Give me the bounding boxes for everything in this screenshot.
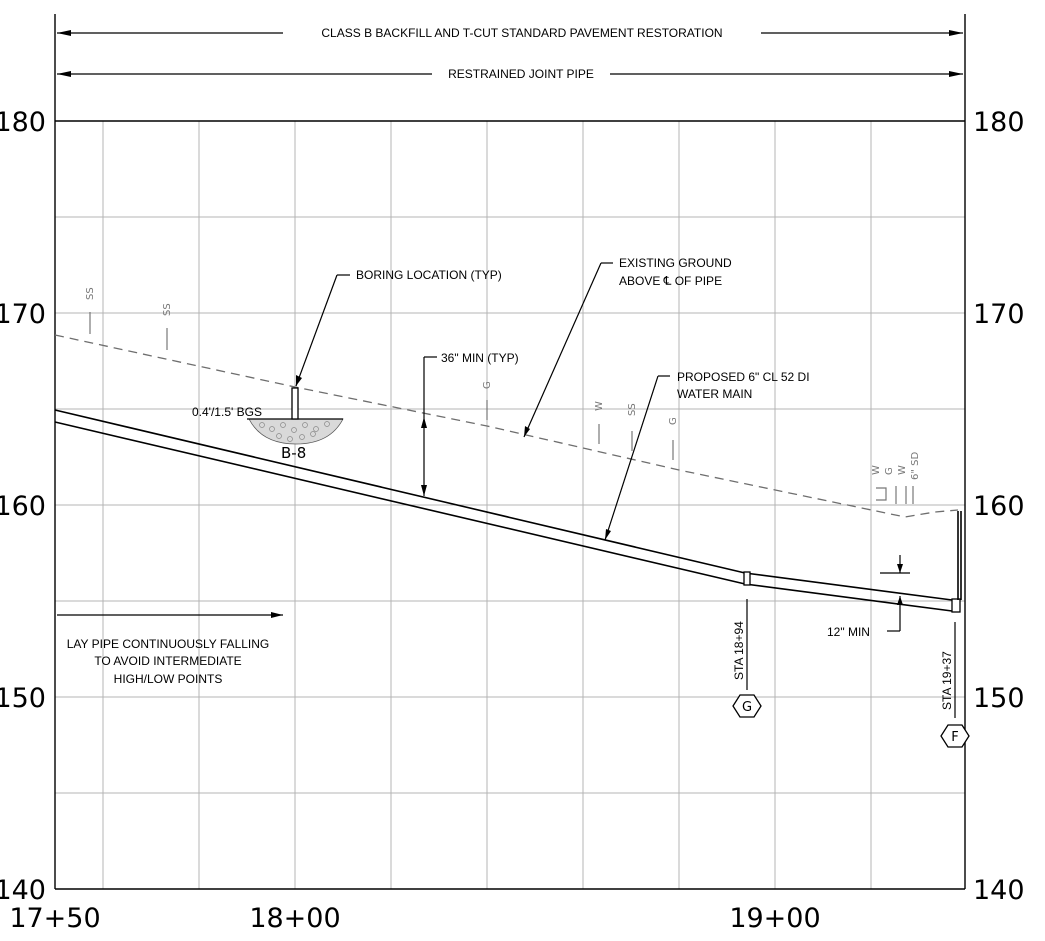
lay-pipe-note-line3: HIGH/LOW POINTS [114, 672, 223, 686]
elevation-label-right: 160 [973, 491, 1025, 522]
hex-tag-g [732, 694, 762, 718]
elevation-label-left: 140 [0, 875, 46, 906]
elevation-label-left: 160 [0, 491, 46, 522]
boring-id-label: B-8 [281, 444, 306, 462]
hex-tag-g-label: G [742, 700, 752, 715]
utility-label-w: W [897, 465, 908, 475]
station-labels: 17+50 18+00 19+00 [9, 903, 820, 934]
fitting-sta-g [743, 571, 751, 586]
elevation-label-right: 170 [973, 299, 1025, 330]
station-marker-f: F STA 19+37 [940, 622, 970, 748]
elevation-label-left: 150 [0, 683, 46, 714]
boring-depth-label: 0.4'/1.5' BGS [192, 405, 262, 419]
proposed-water-main [54, 409, 962, 613]
restrained-joint-span: RESTRAINED JOINT PIPE [57, 67, 963, 81]
utility-label-w: W [871, 465, 882, 475]
boring-location-callout: BORING LOCATION (TYP) [295, 268, 502, 387]
lay-pipe-note: LAY PIPE CONTINUOUSLY FALLING TO AVOID I… [57, 612, 283, 686]
utility-crossings: SS SS G W SS G W G W 6" SD [85, 287, 921, 504]
utility-label-ss: SS [162, 303, 173, 316]
proposed-pipe-label-line2: WATER MAIN [677, 387, 752, 401]
boring-b8: 0.4'/1.5' BGS B-8 [192, 387, 344, 462]
utility-label-ss: SS [85, 287, 96, 300]
elevation-label-left: 170 [0, 299, 46, 330]
utility-label-w: W [594, 401, 605, 411]
restoration-span-label: CLASS B BACKFILL AND T-CUT STANDARD PAVE… [321, 26, 722, 40]
existing-ground-line [54, 334, 959, 518]
lay-pipe-note-line2: TO AVOID INTERMEDIATE [94, 654, 241, 668]
utility-label-sd: 6" SD [910, 452, 921, 480]
station-f-label: STA 19+37 [940, 651, 954, 710]
elevation-label-right: 150 [973, 683, 1025, 714]
utility-label-ss: SS [627, 403, 638, 416]
min-clearance-label: 12" MIN [827, 625, 870, 639]
station-label: 19+00 [729, 903, 820, 934]
existing-ground-label-line2: ABOVE ℄ OF PIPE [619, 274, 722, 288]
utility-label-g: G [668, 417, 679, 425]
elevation-label-right: 180 [973, 107, 1025, 138]
elevation-label-left: 180 [0, 107, 46, 138]
elevation-label-right: 140 [973, 875, 1025, 906]
station-label: 18+00 [249, 903, 340, 934]
utility-label-g: G [884, 467, 895, 475]
cover-dimension: 36" MIN (TYP) [421, 351, 519, 496]
fitting-sta-f [951, 598, 961, 613]
hex-tag-f-label: F [951, 730, 958, 745]
utility-label-g: G [482, 381, 493, 389]
proposed-pipe-label-line1: PROPOSED 6" CL 52 DI [677, 370, 810, 384]
lay-pipe-note-line1: LAY PIPE CONTINUOUSLY FALLING [67, 637, 270, 651]
min-clearance-callout: 12" MIN [827, 555, 910, 639]
existing-ground-label-line1: EXISTING GROUND [619, 256, 732, 270]
station-g-label: STA 18+94 [732, 621, 746, 680]
boring-marker [291, 387, 299, 420]
hex-tag-f [940, 724, 970, 748]
elevation-labels: 180 170 160 150 140 180 170 160 150 140 [0, 107, 1025, 906]
profile-grid [54, 14, 966, 890]
proposed-pipe-callout: PROPOSED 6" CL 52 DI WATER MAIN [604, 370, 810, 541]
station-marker-g: G STA 18+94 [732, 599, 762, 718]
existing-ground-callout: EXISTING GROUND ABOVE ℄ OF PIPE [523, 256, 732, 438]
station-label: 17+50 [9, 903, 100, 934]
boring-location-label: BORING LOCATION (TYP) [356, 268, 502, 282]
restrained-joint-span-label: RESTRAINED JOINT PIPE [448, 67, 594, 81]
restoration-span: CLASS B BACKFILL AND T-CUT STANDARD PAVE… [57, 26, 963, 40]
cover-min-label: 36" MIN (TYP) [441, 351, 519, 365]
